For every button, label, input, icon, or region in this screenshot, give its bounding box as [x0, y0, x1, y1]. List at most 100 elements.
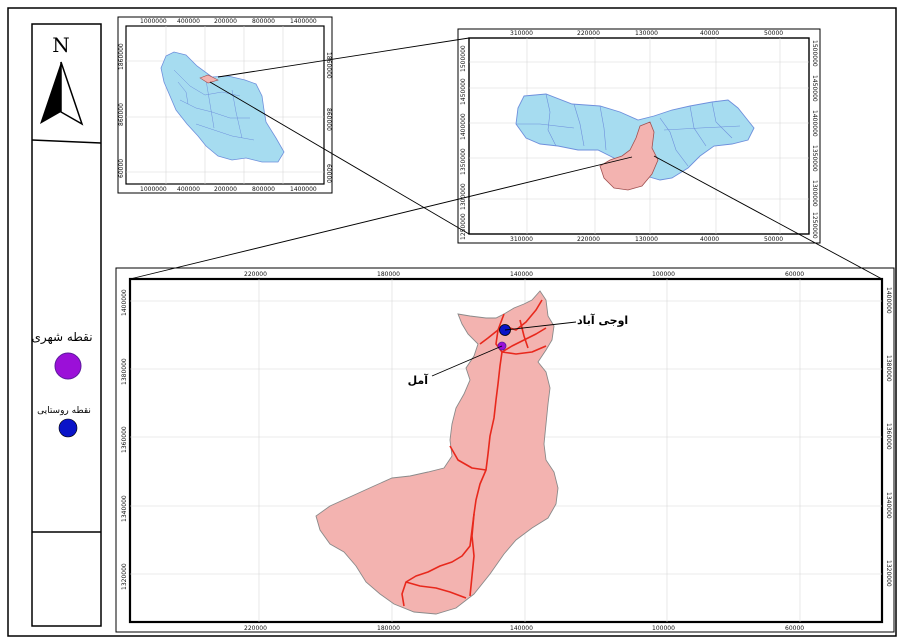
- connector-province-to-detail-right: [653, 155, 883, 280]
- province-bottom-tick: 310000: [510, 236, 533, 243]
- detail-top-tick: 180000: [377, 271, 400, 278]
- outer-frame: [7, 7, 897, 637]
- province-left-ticks: 1500000 1450000 1400000 1350000 1300000 …: [460, 45, 467, 240]
- province-top-ticks: 310000 220000 130000 40000 50000: [510, 30, 783, 37]
- detail-left-tick: 1380000: [121, 358, 128, 385]
- province-left-tick: 1250000: [460, 213, 467, 240]
- road-network: [401, 299, 547, 607]
- province-left-tick: 1300000: [460, 183, 467, 210]
- iran-right-tick: 860000: [325, 108, 332, 131]
- detail-bottom-tick: 220000: [244, 625, 267, 632]
- iran-mazandaran-highlight: [199, 74, 219, 84]
- iran-bottom-ticks: 1000000 400000 200000 800000 1400000: [140, 186, 317, 193]
- province-left-tick: 1500000: [460, 45, 467, 72]
- iran-top-tick: 1000000: [140, 18, 167, 25]
- province-bottom-tick: 40000: [700, 236, 719, 243]
- detail-bottom-tick: 100000: [652, 625, 675, 632]
- iran-map-frame: [117, 16, 333, 194]
- iran-top-tick: 1400000: [290, 18, 317, 25]
- province-left-tick: 1400000: [460, 113, 467, 140]
- iran-right-tick: 60000: [325, 164, 332, 183]
- north-arrow-left-icon: [40, 62, 61, 124]
- detail-right-tick: 1380000: [885, 355, 892, 382]
- province-right-ticks: 1500000 1450000 1400000 1350000 1300000 …: [811, 40, 818, 239]
- iran-left-ticks: 1860000 860000 60000: [118, 43, 125, 178]
- detail-top-tick: 100000: [652, 271, 675, 278]
- north-arrow-right-icon: [60, 61, 84, 126]
- detail-left-tick: 1360000: [121, 426, 128, 453]
- legend-urban-label: نقطه شهری: [31, 330, 92, 345]
- detail-bottom-tick: 180000: [377, 625, 400, 632]
- iran-top-tick: 200000: [214, 18, 237, 25]
- city-leader-line: [431, 345, 503, 377]
- north-letter: N: [52, 33, 70, 57]
- legend-rural-symbol: [58, 418, 78, 438]
- connector-province-to-detail-left: [129, 156, 633, 280]
- legend-urban-symbol: [54, 352, 82, 380]
- iran-bottom-tick: 1400000: [290, 186, 317, 193]
- village-label: اوجی آباد: [577, 313, 628, 327]
- iran-bottom-tick: 800000: [252, 186, 275, 193]
- city-label: آمل: [408, 373, 429, 387]
- mazandaran-province: [515, 93, 755, 181]
- iran-left-tick: 860000: [118, 103, 125, 126]
- detail-bottom-tick: 140000: [510, 625, 533, 632]
- province-bottom-tick: 220000: [577, 236, 600, 243]
- detail-right-tick: 1360000: [885, 423, 892, 450]
- detail-bottom-tick: 60000: [785, 625, 804, 632]
- province-bottom-ticks: 310000 220000 130000 40000 50000: [510, 236, 783, 243]
- legend-rural-label: نقطه روستایی: [37, 406, 91, 416]
- detail-right-ticks: 1400000 1380000 1360000 1340000 1320000: [885, 287, 892, 587]
- province-right-tick: 1350000: [811, 145, 818, 172]
- detail-top-tick: 220000: [244, 271, 267, 278]
- province-right-tick: 1250000: [811, 212, 818, 239]
- detail-left-tick: 1400000: [121, 289, 128, 316]
- connector-iran-to-province-bottom: [209, 81, 470, 235]
- connector-iran-to-province-top: [217, 37, 470, 78]
- iran-top-tick: 400000: [177, 18, 200, 25]
- iran-bottom-tick: 400000: [177, 186, 200, 193]
- detail-top-ticks: 220000 180000 140000 100000 60000: [244, 271, 804, 278]
- legend-panel: N نقطه شهری نقطه روستایی: [31, 23, 102, 627]
- north-arrow: N: [40, 33, 84, 126]
- detail-map-frame: اوجی آباد آمل: [115, 267, 895, 633]
- iran-left-tick: 1860000: [118, 43, 125, 70]
- legend-divider-top: [31, 139, 102, 144]
- province-top-tick: 220000: [577, 30, 600, 37]
- province-bottom-tick: 130000: [635, 236, 658, 243]
- detail-left-tick: 1340000: [121, 495, 128, 522]
- detail-right-tick: 1340000: [885, 492, 892, 519]
- province-right-tick: 1500000: [811, 40, 818, 67]
- province-top-tick: 50000: [764, 30, 783, 37]
- iran-top-ticks: 1000000 400000 200000 800000 1400000: [140, 18, 317, 25]
- province-right-tick: 1300000: [811, 180, 818, 207]
- detail-study-area: [315, 290, 559, 615]
- province-top-tick: 40000: [700, 30, 719, 37]
- province-study-area: [599, 121, 659, 191]
- iran-right-ticks: 1860000 860000 60000: [325, 52, 332, 183]
- iran-left-tick: 60000: [118, 159, 125, 178]
- province-left-tick: 1350000: [460, 148, 467, 175]
- province-top-tick: 130000: [635, 30, 658, 37]
- iran-bottom-tick: 200000: [214, 186, 237, 193]
- detail-top-tick: 60000: [785, 271, 804, 278]
- iran-bottom-tick: 1000000: [140, 186, 167, 193]
- province-right-tick: 1450000: [811, 75, 818, 102]
- iran-top-tick: 800000: [252, 18, 275, 25]
- detail-left-ticks: 1400000 1380000 1360000 1340000 1320000: [121, 289, 128, 590]
- legend-column: [31, 23, 102, 627]
- province-map-frame: [457, 28, 821, 244]
- iran-provinces: [160, 51, 285, 163]
- detail-bottom-ticks: 220000 180000 140000 100000 60000: [244, 625, 804, 632]
- detail-top-tick: 140000: [510, 271, 533, 278]
- province-right-tick: 1400000: [811, 110, 818, 137]
- province-top-tick: 310000: [510, 30, 533, 37]
- detail-right-tick: 1400000: [885, 287, 892, 314]
- detail-right-tick: 1320000: [885, 560, 892, 587]
- province-bottom-tick: 50000: [764, 236, 783, 243]
- iran-right-tick: 1860000: [325, 52, 332, 79]
- detail-left-tick: 1320000: [121, 563, 128, 590]
- inset-connectors: [129, 37, 883, 280]
- province-left-tick: 1450000: [460, 78, 467, 105]
